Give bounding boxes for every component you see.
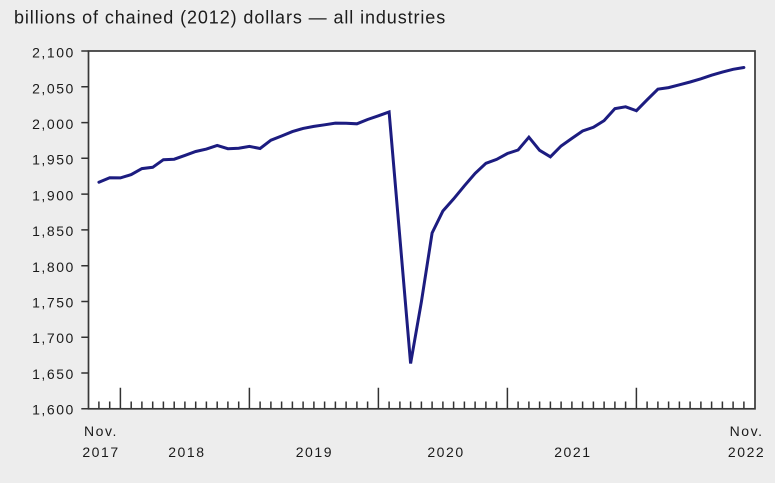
svg-text:2017: 2017 — [82, 444, 119, 460]
svg-text:1,700: 1,700 — [32, 330, 75, 346]
svg-text:Nov.: Nov. — [730, 423, 764, 439]
svg-text:2020: 2020 — [427, 444, 464, 460]
svg-text:1,600: 1,600 — [32, 402, 75, 418]
svg-text:billions of chained (2012) dol: billions of chained (2012) dollars — all… — [14, 7, 446, 27]
svg-text:1,900: 1,900 — [32, 187, 75, 203]
svg-text:2,000: 2,000 — [32, 116, 75, 132]
svg-text:2022: 2022 — [728, 444, 765, 460]
svg-text:2018: 2018 — [168, 444, 205, 460]
svg-text:1,800: 1,800 — [32, 259, 75, 275]
svg-text:1,850: 1,850 — [32, 223, 75, 239]
svg-text:Nov.: Nov. — [84, 423, 118, 439]
svg-text:2019: 2019 — [296, 444, 333, 460]
svg-text:1,750: 1,750 — [32, 295, 75, 311]
svg-text:2,050: 2,050 — [32, 80, 75, 96]
svg-text:2,100: 2,100 — [32, 45, 75, 61]
svg-text:2021: 2021 — [554, 444, 591, 460]
svg-text:1,950: 1,950 — [32, 152, 75, 168]
svg-text:1,650: 1,650 — [32, 366, 75, 382]
